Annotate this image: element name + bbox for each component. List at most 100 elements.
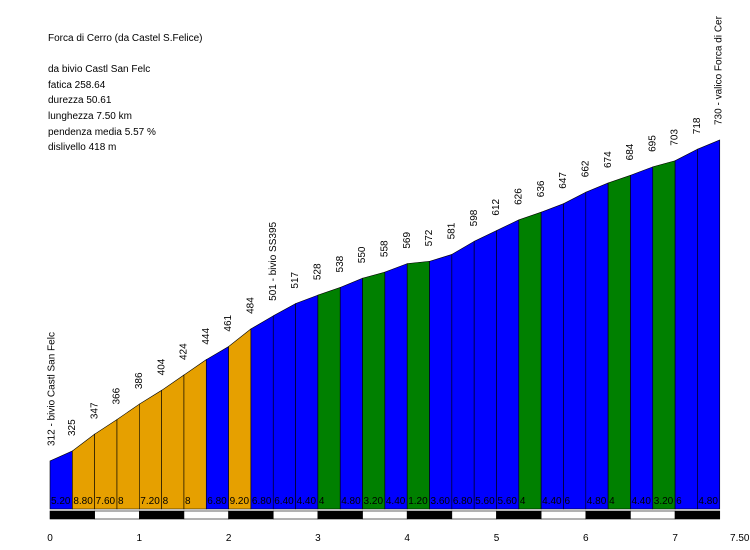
profile-segment <box>116 403 140 510</box>
profile-segment <box>652 160 676 510</box>
gradient-label: 8 <box>185 496 191 507</box>
x-tick-label: 1 <box>137 533 143 544</box>
profile-segment <box>339 277 363 510</box>
km-bar-segment <box>630 510 676 520</box>
elevation-label: 730 - valico Forca di Cer <box>713 15 724 125</box>
gradient-label: 8 <box>118 496 124 507</box>
elevation-label: 484 <box>246 297 257 314</box>
profile-segment <box>317 287 341 510</box>
profile-segment <box>205 346 229 510</box>
gradient-label: 4 <box>520 496 526 507</box>
km-bar-segment <box>139 510 185 520</box>
elevation-label: 581 <box>446 222 457 239</box>
km-bar-segment <box>317 510 363 520</box>
gradient-label: 4.40 <box>631 496 651 507</box>
gradient-label: 6 <box>564 496 570 507</box>
profile-segment <box>384 263 408 510</box>
x-tick-label: 5 <box>494 533 500 544</box>
x-tick-label: 3 <box>315 533 321 544</box>
profile-segment <box>272 303 296 510</box>
km-bar-segment <box>362 510 408 520</box>
profile-segment <box>496 219 520 510</box>
elevation-label: 626 <box>513 188 524 205</box>
x-tick-label: 0 <box>47 533 53 544</box>
x-tick-label: 4 <box>404 533 410 544</box>
km-bar-segment <box>49 510 95 520</box>
km-bar-segment <box>272 510 319 520</box>
avg-gradient-value: pendenza media 5.57 % <box>48 126 156 138</box>
elevation-label: 444 <box>201 328 212 345</box>
km-bar-segment <box>228 510 274 520</box>
elevation-label: 612 <box>491 198 502 215</box>
profile-segment <box>451 240 475 510</box>
elevation-label: 550 <box>357 246 368 263</box>
gradient-label: 3.20 <box>364 496 384 507</box>
km-bar-segment <box>674 510 721 520</box>
profile-segment <box>540 203 564 510</box>
km-bar-segment <box>183 510 229 520</box>
gradient-label: 4.80 <box>587 496 607 507</box>
profile-segment <box>630 166 654 510</box>
profile-segment <box>563 191 587 510</box>
elevation-label: 674 <box>603 151 614 168</box>
climb-info: Forca di Cerro (da Castel S.Felice) da b… <box>48 31 203 156</box>
x-tick-label: 7 <box>672 533 678 544</box>
gradient-label: 4 <box>319 496 325 507</box>
km-bar-segment <box>496 510 542 520</box>
profile-segment <box>250 315 274 510</box>
km-scale-bar <box>49 510 721 520</box>
gradient-label: 5.20 <box>51 496 71 507</box>
x-axis-ticks: 0 1 2 3 4 5 6 7 7.50 <box>47 533 750 544</box>
elevation-label: 366 <box>112 387 123 404</box>
profile-segment <box>429 254 453 510</box>
gradient-label: 6 <box>676 496 682 507</box>
profile-segment <box>473 230 497 510</box>
gradient-label: 4.80 <box>698 496 718 507</box>
elevation-label: 598 <box>469 209 480 226</box>
elevation-label: 325 <box>67 419 78 436</box>
x-tick-label: 2 <box>226 533 232 544</box>
elevation-label: 636 <box>536 180 547 197</box>
km-bar-segment <box>451 510 497 520</box>
elevation-label: 695 <box>647 135 658 152</box>
gradient-label: 5.60 <box>475 496 495 507</box>
gradient-label: 9.20 <box>230 496 250 507</box>
elevation-label: 386 <box>134 372 145 389</box>
elevation-label: 647 <box>558 172 569 189</box>
gradient-labels: 5.20 8.80 7.60 8 7.20 8 8 6.80 9.20 6.80 6.40 4.40 4… <box>51 496 718 507</box>
profile-segment <box>139 389 162 510</box>
climb-title: Forca di Cerro (da Castel S.Felice) <box>48 33 203 44</box>
gradient-label: 8 <box>163 496 169 507</box>
durezza-value: durezza 50.61 <box>48 95 112 107</box>
gradient-label: 6.80 <box>453 496 473 507</box>
profile-segment <box>183 359 207 510</box>
fatica-value: fatica 258.64 <box>48 79 106 91</box>
elevation-label: 703 <box>670 129 681 146</box>
profile-segment <box>585 182 609 510</box>
profile-segment <box>295 294 319 510</box>
gradient-label: 7.20 <box>140 496 160 507</box>
elevation-label: 662 <box>580 160 591 177</box>
elevation-label: 558 <box>380 240 391 257</box>
km-bar-segment <box>540 510 587 520</box>
gradient-label: 3.20 <box>654 496 674 507</box>
elevation-label: 572 <box>424 229 435 246</box>
elevation-label: 347 <box>89 402 100 419</box>
elevation-labels: 312 - bivio Castl San Felc 325 347 366 386 40… <box>47 15 725 446</box>
elevation-label: 538 <box>335 255 346 272</box>
gradient-label: 4.80 <box>341 496 361 507</box>
elevation-gain-value: dislivello 418 m <box>48 142 117 154</box>
length-value: lunghezza 7.50 km <box>48 110 132 122</box>
gradient-label: 6.80 <box>252 496 272 507</box>
profile-segment <box>674 148 698 510</box>
gradient-label: 7.60 <box>96 496 116 507</box>
gradient-label: 4 <box>609 496 615 507</box>
elevation-label: 404 <box>156 358 167 375</box>
gradient-label: 3.60 <box>431 496 451 507</box>
profile-segment <box>161 374 185 510</box>
gradient-label: 5.60 <box>498 496 518 507</box>
profile-segments <box>49 139 721 510</box>
x-tick-label: 6 <box>583 533 589 544</box>
elevation-label: 517 <box>290 271 301 288</box>
